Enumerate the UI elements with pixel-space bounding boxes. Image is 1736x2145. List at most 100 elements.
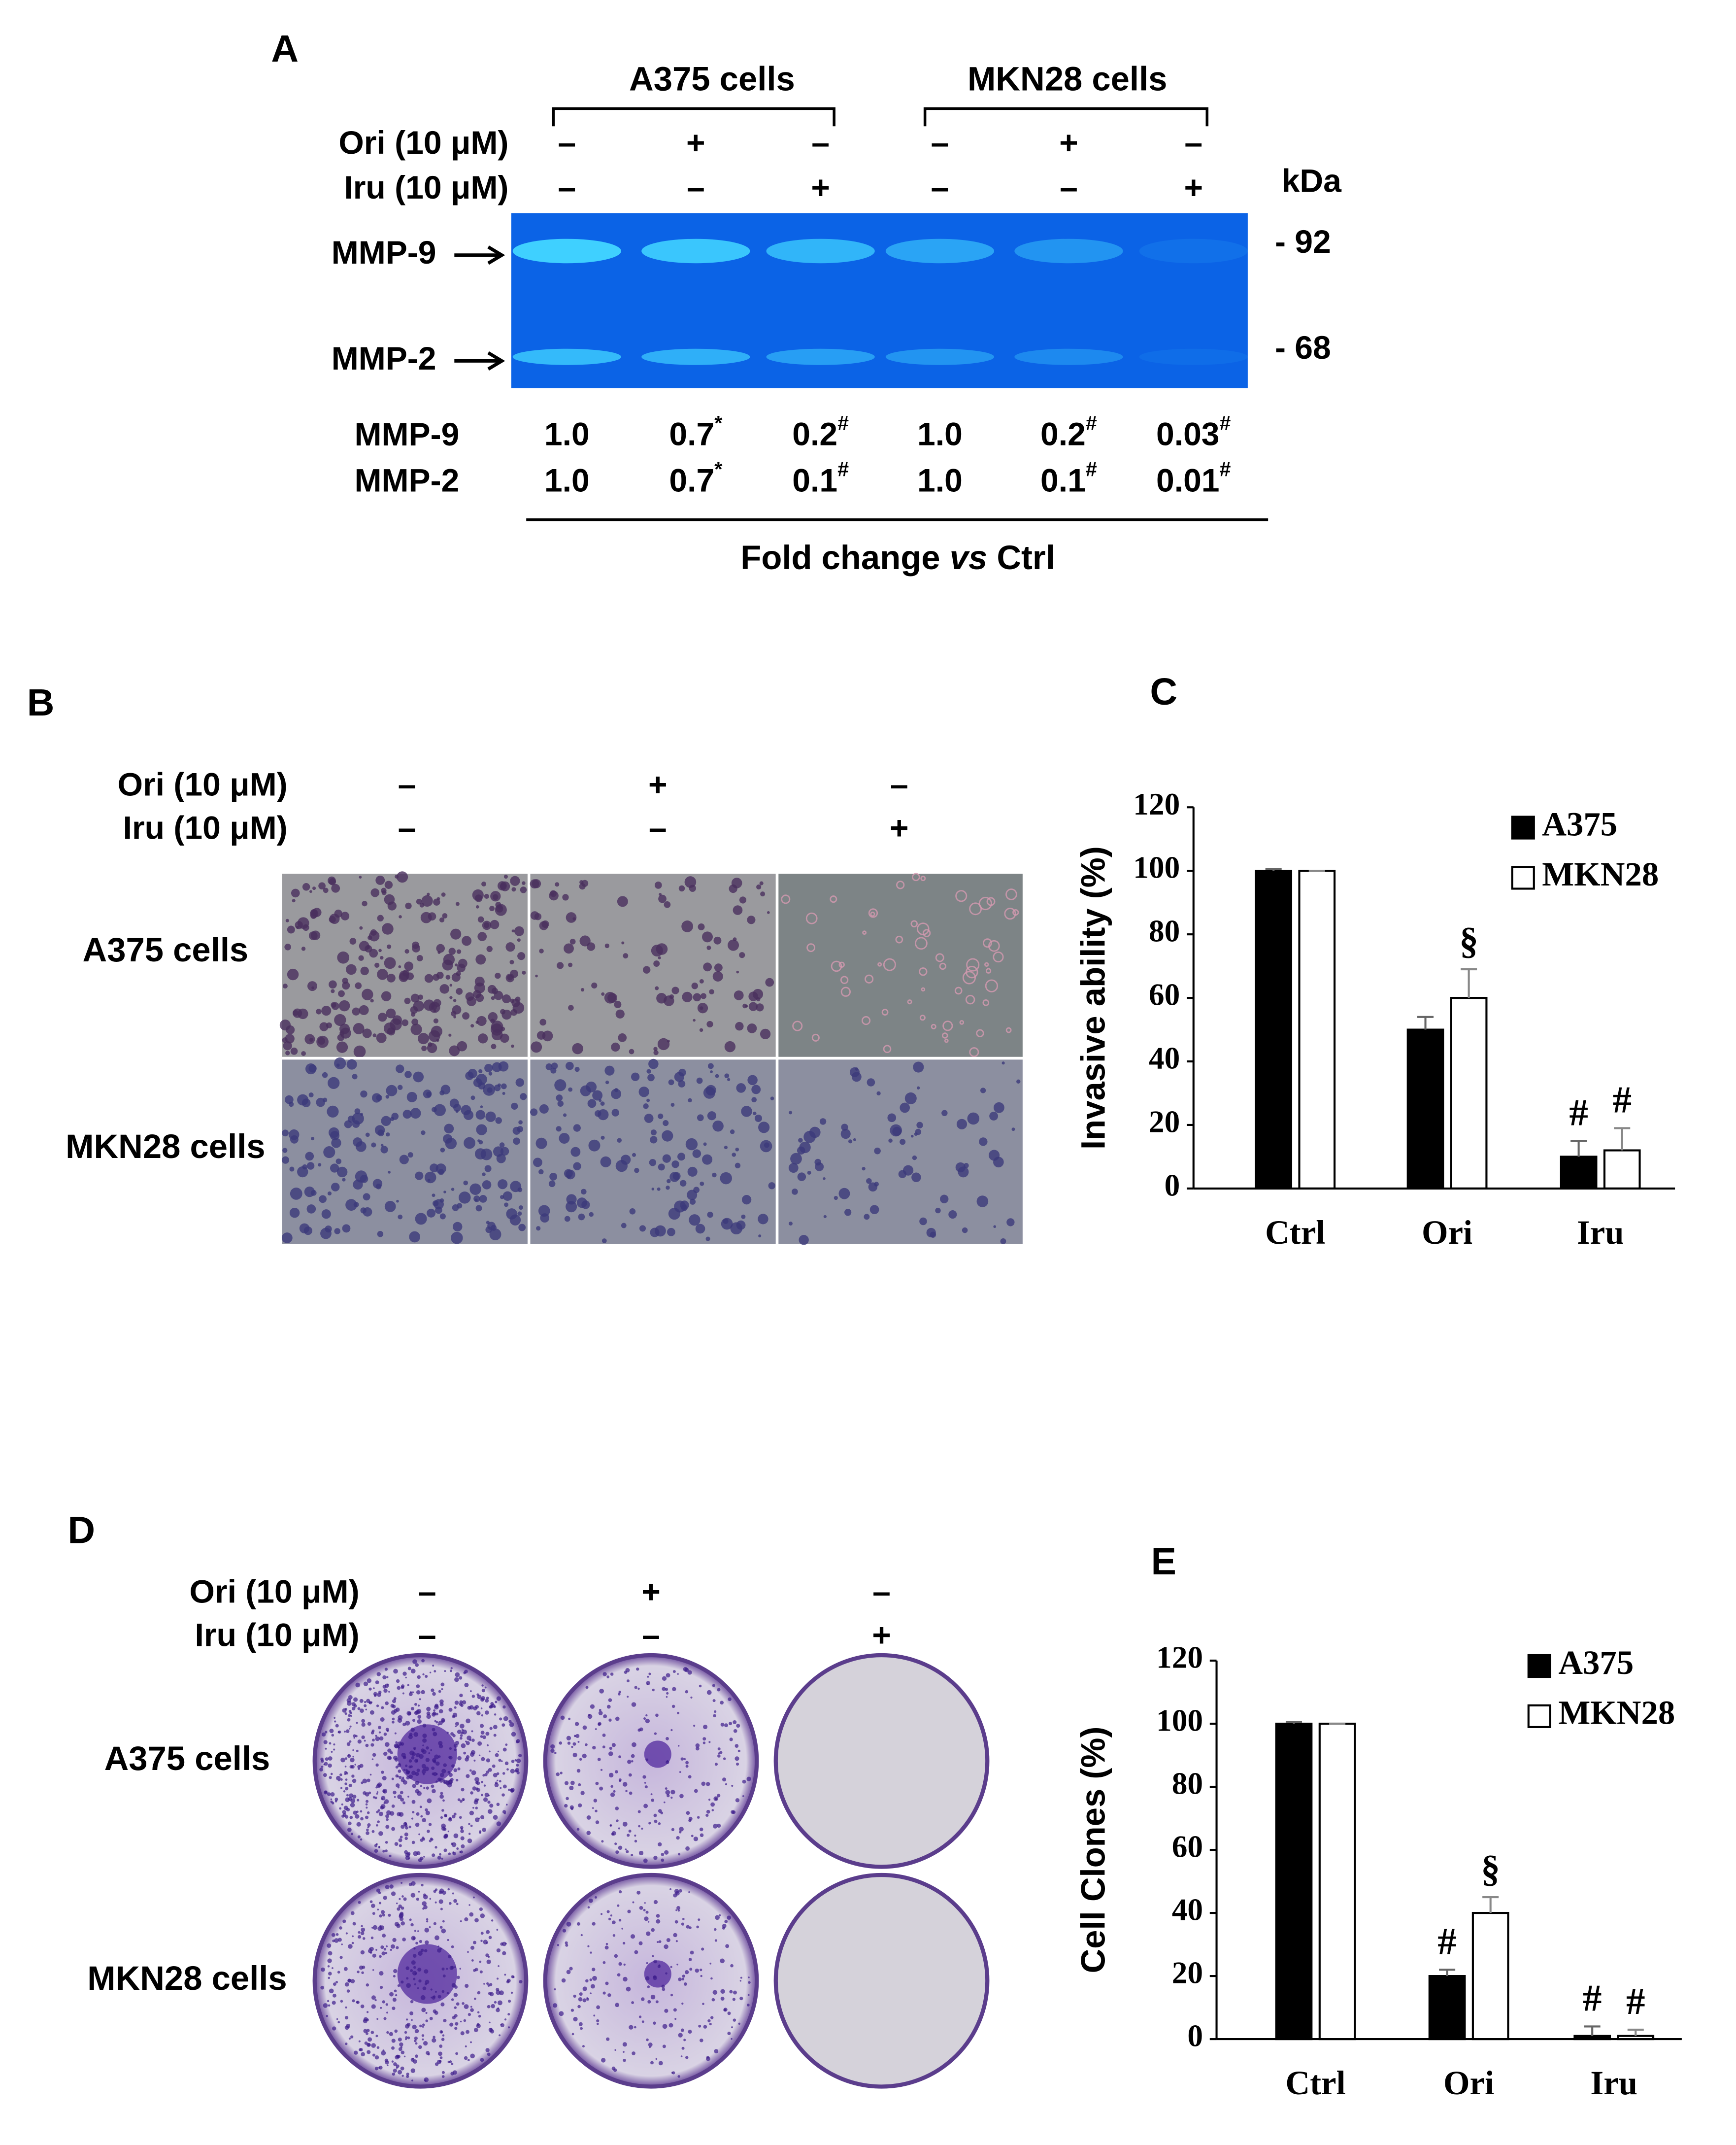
colony (711, 1809, 714, 1811)
colony (441, 1967, 445, 1971)
cell (472, 889, 484, 901)
fold-change: 0.7* (669, 412, 723, 453)
colony (449, 2060, 452, 2063)
colony (371, 1830, 375, 1833)
cell (340, 1027, 351, 1039)
colony (425, 1758, 430, 1762)
cell (532, 879, 541, 888)
cell (322, 1072, 328, 1078)
colony (321, 1759, 324, 1763)
colony (393, 1975, 396, 1977)
colony (469, 1769, 472, 1772)
colony (689, 1968, 693, 1971)
colony (463, 1751, 467, 1755)
colony (386, 1730, 389, 1732)
colony (719, 1751, 723, 1754)
cell (764, 1142, 769, 1148)
colony (452, 2015, 456, 2020)
colony (431, 1766, 435, 1770)
colony (366, 1831, 369, 1835)
colony (577, 1740, 580, 1743)
cell (475, 905, 479, 909)
colony (359, 1699, 364, 1703)
cell (415, 1171, 424, 1180)
cell (566, 1061, 574, 1070)
cell (355, 982, 362, 989)
cell (410, 993, 420, 1003)
colony (665, 1688, 668, 1691)
colony (702, 1741, 706, 1744)
cell (436, 944, 445, 953)
cell (912, 1155, 917, 1160)
gel-band (766, 238, 875, 264)
colony (623, 1963, 626, 1966)
colony (467, 1736, 471, 1740)
cell (985, 979, 999, 992)
colony (725, 1783, 728, 1785)
colony (369, 1773, 372, 1776)
colony (610, 1672, 614, 1676)
colony (614, 1770, 618, 1774)
colony (714, 2049, 719, 2054)
cell (398, 965, 401, 968)
cell (844, 1209, 852, 1216)
colony (367, 2011, 369, 2013)
cell (699, 979, 704, 984)
fold-change: 0.2# (1040, 412, 1097, 453)
colony (491, 1919, 494, 1922)
y-tick-label: 40 (1149, 1041, 1180, 1076)
colony (490, 1702, 494, 1706)
cell (648, 1058, 659, 1069)
colony (484, 1792, 489, 1798)
cell (462, 936, 472, 946)
colony (348, 1783, 352, 1787)
colony (440, 1816, 443, 1819)
cell (382, 923, 394, 935)
colony (402, 1722, 406, 1727)
colony (401, 1743, 402, 1745)
colony (485, 1710, 489, 1715)
cell (321, 1209, 331, 1219)
colony (489, 2021, 491, 2024)
colony (454, 1748, 457, 1751)
colony (382, 1850, 385, 1853)
colony (321, 1732, 326, 1737)
error-bar (1439, 1969, 1456, 1976)
cell (892, 1126, 901, 1136)
colony (510, 1769, 515, 1774)
colony (367, 2050, 371, 2054)
colony (677, 1711, 680, 1714)
colony (393, 1697, 397, 1700)
annotation: # (1583, 1977, 1602, 2019)
cell (494, 1085, 501, 1091)
colony (441, 2038, 445, 2041)
cell (479, 1194, 487, 1203)
cell (631, 1072, 640, 1081)
colony (435, 1721, 438, 1724)
colony (389, 1854, 392, 1858)
cell (605, 1080, 609, 1085)
colony (511, 1732, 516, 1737)
fold-value: 0.03 (1156, 416, 1220, 453)
cell (404, 961, 414, 971)
colony (360, 1950, 365, 1955)
colony (634, 1686, 637, 1689)
colony (508, 1720, 512, 1723)
colony (385, 1841, 388, 1844)
cell (831, 960, 842, 972)
colony (361, 1735, 365, 1739)
cell (409, 1231, 420, 1243)
cell (500, 1026, 505, 1031)
colony (453, 1993, 458, 1997)
colony (670, 1796, 673, 1799)
treatment-sign: – (558, 170, 576, 206)
gel-band (1139, 348, 1248, 365)
cell (464, 1137, 475, 1149)
colony (339, 1926, 342, 1930)
colony (664, 1944, 668, 1949)
colony (504, 1812, 506, 1814)
cell (621, 941, 625, 945)
colony (348, 1821, 352, 1826)
cell (411, 1019, 419, 1025)
colony (706, 1690, 712, 1695)
